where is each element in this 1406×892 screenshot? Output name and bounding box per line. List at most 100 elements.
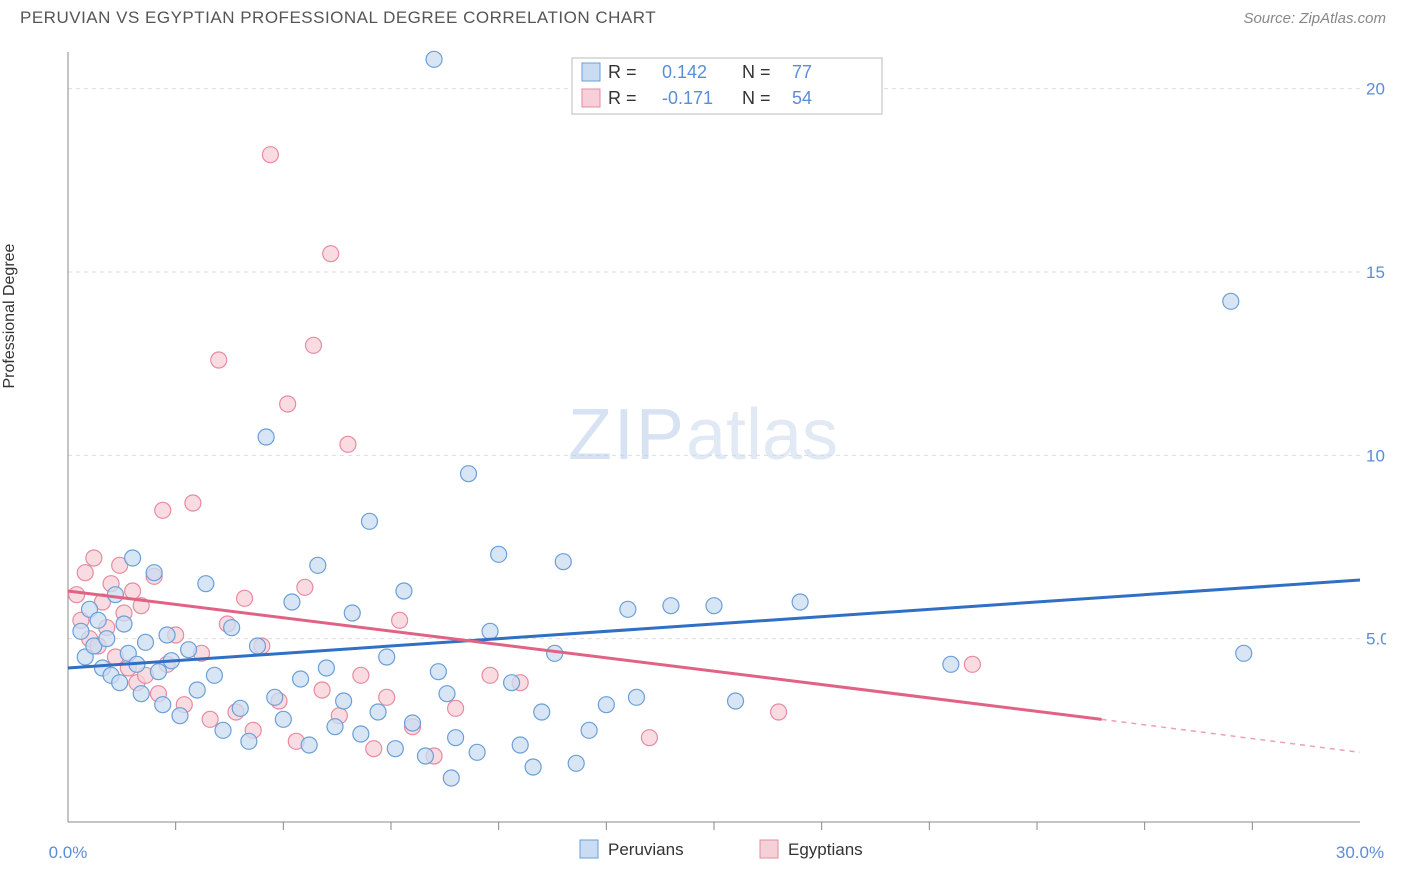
legend-n-value: 54 bbox=[792, 88, 812, 108]
scatter-point bbox=[323, 246, 339, 262]
scatter-point bbox=[469, 744, 485, 760]
scatter-point bbox=[301, 737, 317, 753]
scatter-point bbox=[249, 638, 265, 654]
scatter-point bbox=[125, 550, 141, 566]
legend-r-label: R = bbox=[608, 88, 637, 108]
legend-series-name: Egyptians bbox=[788, 840, 863, 859]
scatter-point bbox=[1223, 293, 1239, 309]
scatter-point bbox=[366, 741, 382, 757]
scatter-point bbox=[318, 660, 334, 676]
scatter-point bbox=[237, 590, 253, 606]
scatter-point bbox=[146, 565, 162, 581]
scatter-point bbox=[112, 675, 128, 691]
scatter-point bbox=[198, 576, 214, 592]
scatter-point bbox=[628, 689, 644, 705]
y-tick-label: 15.0% bbox=[1366, 263, 1386, 282]
scatter-point bbox=[361, 513, 377, 529]
legend-swatch bbox=[580, 840, 598, 858]
scatter-point bbox=[620, 601, 636, 617]
scatter-point bbox=[258, 429, 274, 445]
legend-n-value: 77 bbox=[792, 62, 812, 82]
y-axis-label: Professional Degree bbox=[1, 244, 19, 389]
scatter-point bbox=[107, 587, 123, 603]
x-tick-label: 30.0% bbox=[1336, 843, 1384, 862]
scatter-point bbox=[241, 733, 257, 749]
y-tick-label: 10.0% bbox=[1366, 446, 1386, 465]
chart-source: Source: ZipAtlas.com bbox=[1243, 10, 1386, 27]
scatter-point bbox=[340, 436, 356, 452]
scatter-point bbox=[568, 755, 584, 771]
legend-swatch bbox=[582, 63, 600, 81]
scatter-point bbox=[443, 770, 459, 786]
scatter-point bbox=[155, 697, 171, 713]
scatter-point bbox=[353, 667, 369, 683]
scatter-point bbox=[555, 554, 571, 570]
scatter-point bbox=[512, 737, 528, 753]
scatter-point bbox=[150, 664, 166, 680]
legend-series-name: Peruvians bbox=[608, 840, 684, 859]
scatter-point bbox=[284, 594, 300, 610]
scatter-point bbox=[482, 667, 498, 683]
scatter-point bbox=[771, 704, 787, 720]
scatter-point bbox=[461, 466, 477, 482]
scatter-point bbox=[116, 616, 132, 632]
scatter-point bbox=[525, 759, 541, 775]
scatter-point bbox=[172, 708, 188, 724]
scatter-point bbox=[387, 741, 403, 757]
scatter-point bbox=[426, 51, 442, 67]
scatter-point bbox=[370, 704, 386, 720]
scatter-point bbox=[275, 711, 291, 727]
scatter-point bbox=[181, 642, 197, 658]
scatter-point bbox=[405, 715, 421, 731]
scatter-point bbox=[417, 748, 433, 764]
scatter-point bbox=[267, 689, 283, 705]
scatter-point bbox=[280, 396, 296, 412]
trend-line-extrapolated bbox=[1102, 719, 1360, 752]
scatter-point bbox=[215, 722, 231, 738]
scatter-point bbox=[155, 502, 171, 518]
scatter-point bbox=[185, 495, 201, 511]
scatter-point bbox=[353, 726, 369, 742]
legend-n-label: N = bbox=[742, 88, 771, 108]
scatter-point bbox=[439, 686, 455, 702]
scatter-point bbox=[202, 711, 218, 727]
scatter-point bbox=[379, 649, 395, 665]
legend-r-label: R = bbox=[608, 62, 637, 82]
scatter-point bbox=[792, 594, 808, 610]
scatter-point bbox=[379, 689, 395, 705]
scatter-chart: 5.0%10.0%15.0%20.0%0.0%30.0%R =0.142N =7… bbox=[20, 32, 1386, 872]
scatter-point bbox=[663, 598, 679, 614]
scatter-point bbox=[262, 147, 278, 163]
scatter-point bbox=[297, 579, 313, 595]
scatter-point bbox=[138, 634, 154, 650]
scatter-point bbox=[310, 557, 326, 573]
scatter-point bbox=[504, 675, 520, 691]
legend-n-label: N = bbox=[742, 62, 771, 82]
scatter-point bbox=[641, 730, 657, 746]
scatter-point bbox=[73, 623, 89, 639]
scatter-point bbox=[133, 686, 149, 702]
scatter-point bbox=[581, 722, 597, 738]
scatter-point bbox=[392, 612, 408, 628]
trend-line bbox=[68, 591, 1102, 719]
scatter-point bbox=[598, 697, 614, 713]
y-tick-label: 20.0% bbox=[1366, 80, 1386, 99]
chart-container: Professional Degree ZIPatlas 5.0%10.0%15… bbox=[20, 32, 1386, 872]
scatter-point bbox=[314, 682, 330, 698]
scatter-point bbox=[224, 620, 240, 636]
scatter-point bbox=[99, 631, 115, 647]
scatter-point bbox=[206, 667, 222, 683]
scatter-point bbox=[336, 693, 352, 709]
scatter-point bbox=[430, 664, 446, 680]
scatter-point bbox=[706, 598, 722, 614]
chart-title: PERUVIAN VS EGYPTIAN PROFESSIONAL DEGREE… bbox=[20, 8, 656, 28]
scatter-point bbox=[344, 605, 360, 621]
scatter-point bbox=[211, 352, 227, 368]
scatter-point bbox=[293, 671, 309, 687]
scatter-point bbox=[943, 656, 959, 672]
scatter-point bbox=[305, 337, 321, 353]
scatter-point bbox=[534, 704, 550, 720]
y-tick-label: 5.0% bbox=[1366, 630, 1386, 649]
legend-r-value: 0.142 bbox=[662, 62, 707, 82]
scatter-point bbox=[125, 583, 141, 599]
